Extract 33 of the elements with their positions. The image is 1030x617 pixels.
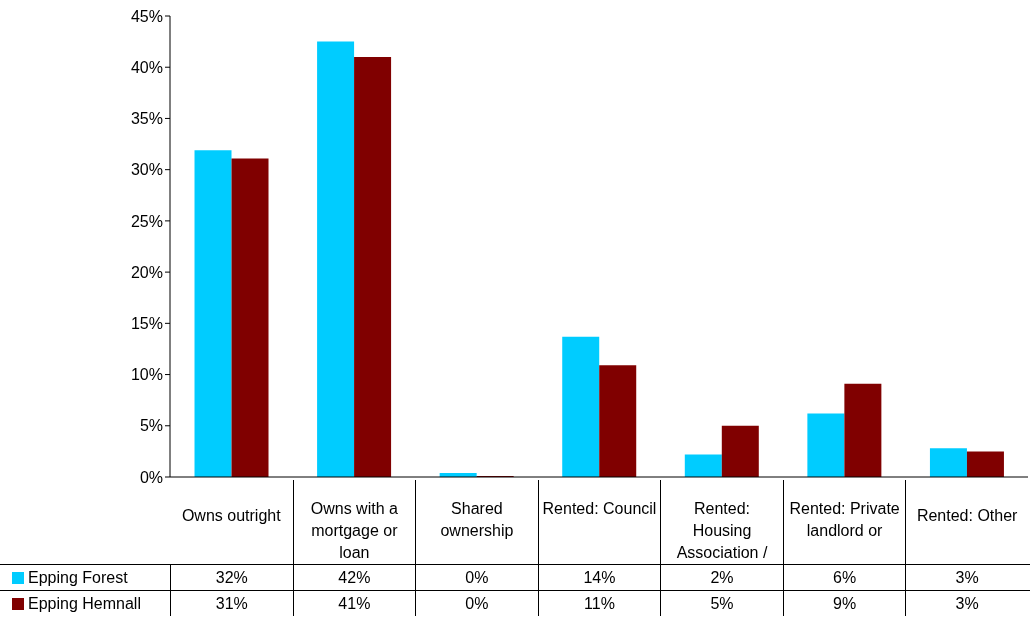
y-tick-label: 25% (130, 212, 163, 230)
data-label: 14% (537, 565, 661, 590)
x-tick-label: Rented: Other (916, 506, 1018, 526)
y-tick-label: 15% (130, 315, 163, 333)
data-label: 3% (905, 565, 1028, 590)
y-tick-label: 40% (130, 58, 163, 76)
x-tick-label: Owns with a mortgage or loan (309, 499, 399, 563)
data-label: 3% (905, 591, 1028, 616)
legend-label: Epping Forest (28, 568, 128, 587)
data-label: 6% (782, 565, 906, 590)
y-tick-label: 30% (130, 161, 163, 179)
y-tick-label: 0% (139, 468, 163, 486)
y-tick-label: 45% (130, 7, 163, 25)
x-tick-label: Shared ownership (439, 499, 515, 541)
x-tick-label: Rented: Housing Association / (675, 499, 769, 563)
data-label: 41% (292, 591, 416, 616)
x-tick-label: Owns outright (181, 506, 281, 526)
y-tick-label: 20% (130, 263, 163, 281)
y-tick-label: 10% (130, 366, 163, 384)
data-label: 11% (537, 591, 661, 616)
data-label: 0% (415, 591, 538, 616)
x-tick-label: Rented: Private landlord or (788, 499, 901, 541)
data-label: 5% (660, 591, 783, 616)
data-label: 42% (292, 565, 416, 590)
data-label: 32% (170, 565, 293, 590)
legend-label: Epping Hemnall (28, 594, 141, 613)
y-tick-label: 5% (139, 417, 163, 435)
data-label: 9% (782, 591, 906, 616)
x-tick-label: Rented: Council (542, 499, 657, 519)
y-tick-label: 35% (130, 110, 163, 128)
data-label: 0% (415, 565, 538, 590)
data-label: 2% (660, 565, 783, 590)
data-label: 31% (170, 591, 293, 616)
